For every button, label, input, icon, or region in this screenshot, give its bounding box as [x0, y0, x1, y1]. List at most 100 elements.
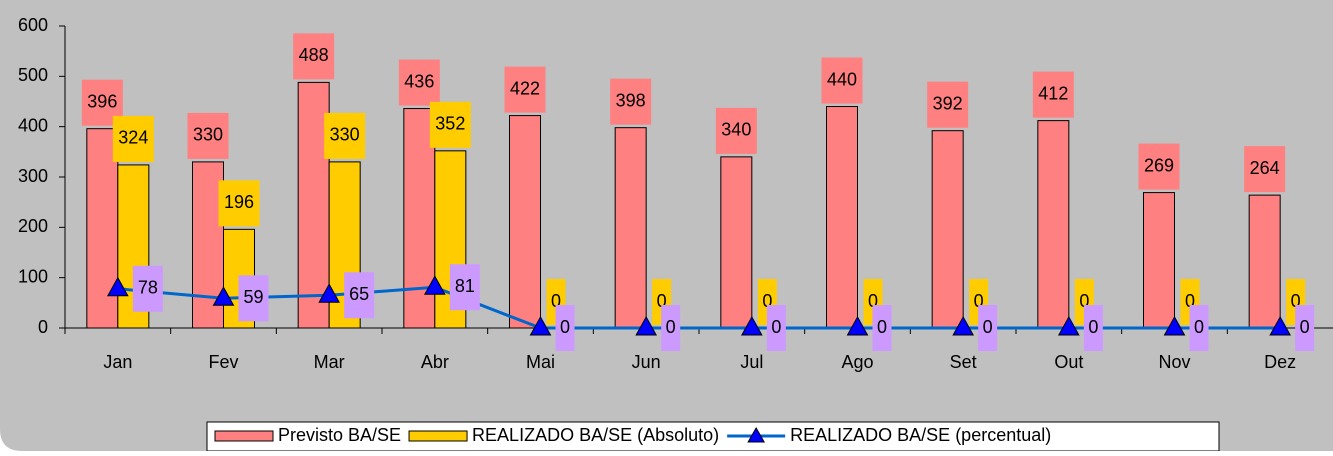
data-label: 81 [455, 276, 475, 296]
y-tick-label: 0 [38, 317, 48, 337]
data-label: 330 [193, 125, 223, 145]
data-label-box [766, 305, 786, 351]
legend-label: REALIZADO BA/SE (percentual) [790, 425, 1051, 445]
data-label: 0 [560, 317, 570, 337]
legend-swatch [214, 430, 274, 442]
line-marker [1057, 315, 1080, 336]
bar [720, 156, 753, 329]
bar [1143, 192, 1175, 329]
data-label: 0 [983, 317, 993, 337]
data-label-box [429, 101, 471, 148]
data-label: 0 [1194, 317, 1204, 337]
data-label-box [927, 81, 969, 128]
x-tick-label: Out [1054, 352, 1083, 372]
data-label-box [1138, 143, 1180, 190]
y-tick-label: 600 [18, 15, 48, 35]
data-label-box [504, 66, 546, 113]
data-label: 78 [138, 277, 158, 297]
data-label-box [449, 264, 480, 311]
data-label: 392 [933, 93, 963, 113]
data-label: 264 [1250, 158, 1280, 178]
bar [1248, 194, 1281, 329]
line-marker [952, 315, 975, 336]
data-label-box [344, 272, 375, 319]
line-marker [529, 315, 552, 336]
x-tick-label: Dez [1264, 352, 1296, 372]
line-marker [318, 283, 341, 303]
data-label: 352 [435, 114, 465, 134]
legend-box [206, 421, 1220, 452]
data-label: 0 [1291, 291, 1301, 311]
data-label: 0 [771, 317, 781, 337]
line-marker [1269, 315, 1292, 336]
data-label-box [187, 112, 229, 159]
data-label: 0 [1079, 291, 1089, 311]
x-tick-label: Mai [526, 352, 555, 372]
x-tick-label: Abr [421, 352, 449, 372]
line-marker [635, 315, 658, 336]
x-tick-label: Jul [740, 352, 763, 372]
data-label-box [872, 305, 892, 351]
data-label: 0 [974, 291, 984, 311]
data-label: 330 [330, 125, 360, 145]
data-label-box [398, 59, 440, 106]
data-label: 412 [1038, 83, 1068, 103]
data-label: 0 [657, 291, 667, 311]
bar [297, 81, 330, 329]
y-tick-label: 500 [18, 65, 48, 85]
legend-swatch [408, 430, 468, 442]
data-label: 59 [243, 287, 263, 307]
data-label: 436 [404, 71, 434, 91]
x-tick-label: Jan [103, 352, 132, 372]
data-label-box [1244, 146, 1286, 193]
line-marker [106, 276, 129, 297]
data-label: 396 [87, 91, 117, 111]
y-tick-label: 400 [18, 115, 48, 135]
data-label: 196 [224, 192, 254, 212]
data-label: 440 [827, 69, 857, 89]
bar [614, 127, 647, 329]
data-label-box [715, 107, 757, 154]
data-label: 0 [1088, 317, 1098, 337]
data-label-box [324, 112, 366, 159]
data-label: 0 [762, 291, 772, 311]
y-tick-label: 200 [18, 216, 48, 236]
x-tick-label: Jun [632, 352, 661, 372]
legend-marker [747, 426, 766, 443]
data-label-box [821, 57, 863, 104]
data-label: 340 [721, 120, 751, 140]
data-label-box [1295, 305, 1315, 351]
data-label: 0 [868, 291, 878, 311]
data-label-box [112, 115, 154, 162]
data-label-box [978, 305, 998, 351]
data-label-box [1032, 71, 1074, 118]
data-label-box [293, 33, 335, 80]
line-marker [740, 315, 763, 336]
legend-label: REALIZADO BA/SE (Absoluto) [472, 425, 719, 445]
bar [509, 115, 541, 329]
data-label: 0 [1300, 317, 1310, 337]
data-label: 65 [349, 284, 369, 304]
x-tick-label: Fev [208, 352, 238, 372]
data-label: 324 [118, 128, 148, 148]
data-label: 422 [510, 78, 540, 98]
data-label-box [610, 78, 652, 125]
x-tick-label: Set [950, 352, 977, 372]
data-label: 398 [616, 90, 646, 110]
x-tick-label: Mar [314, 352, 345, 372]
data-label-box [238, 275, 269, 322]
line-marker [423, 275, 446, 295]
data-label-box [218, 180, 260, 227]
data-label-box [1189, 305, 1209, 351]
data-label-box [1083, 305, 1103, 351]
bar [931, 130, 964, 329]
line-marker [846, 315, 869, 336]
data-label-box [132, 265, 163, 312]
y-tick-label: 100 [18, 266, 48, 286]
data-label: 0 [877, 317, 887, 337]
data-label: 0 [666, 317, 676, 337]
data-label: 488 [299, 45, 329, 65]
x-tick-label: Ago [841, 352, 873, 372]
